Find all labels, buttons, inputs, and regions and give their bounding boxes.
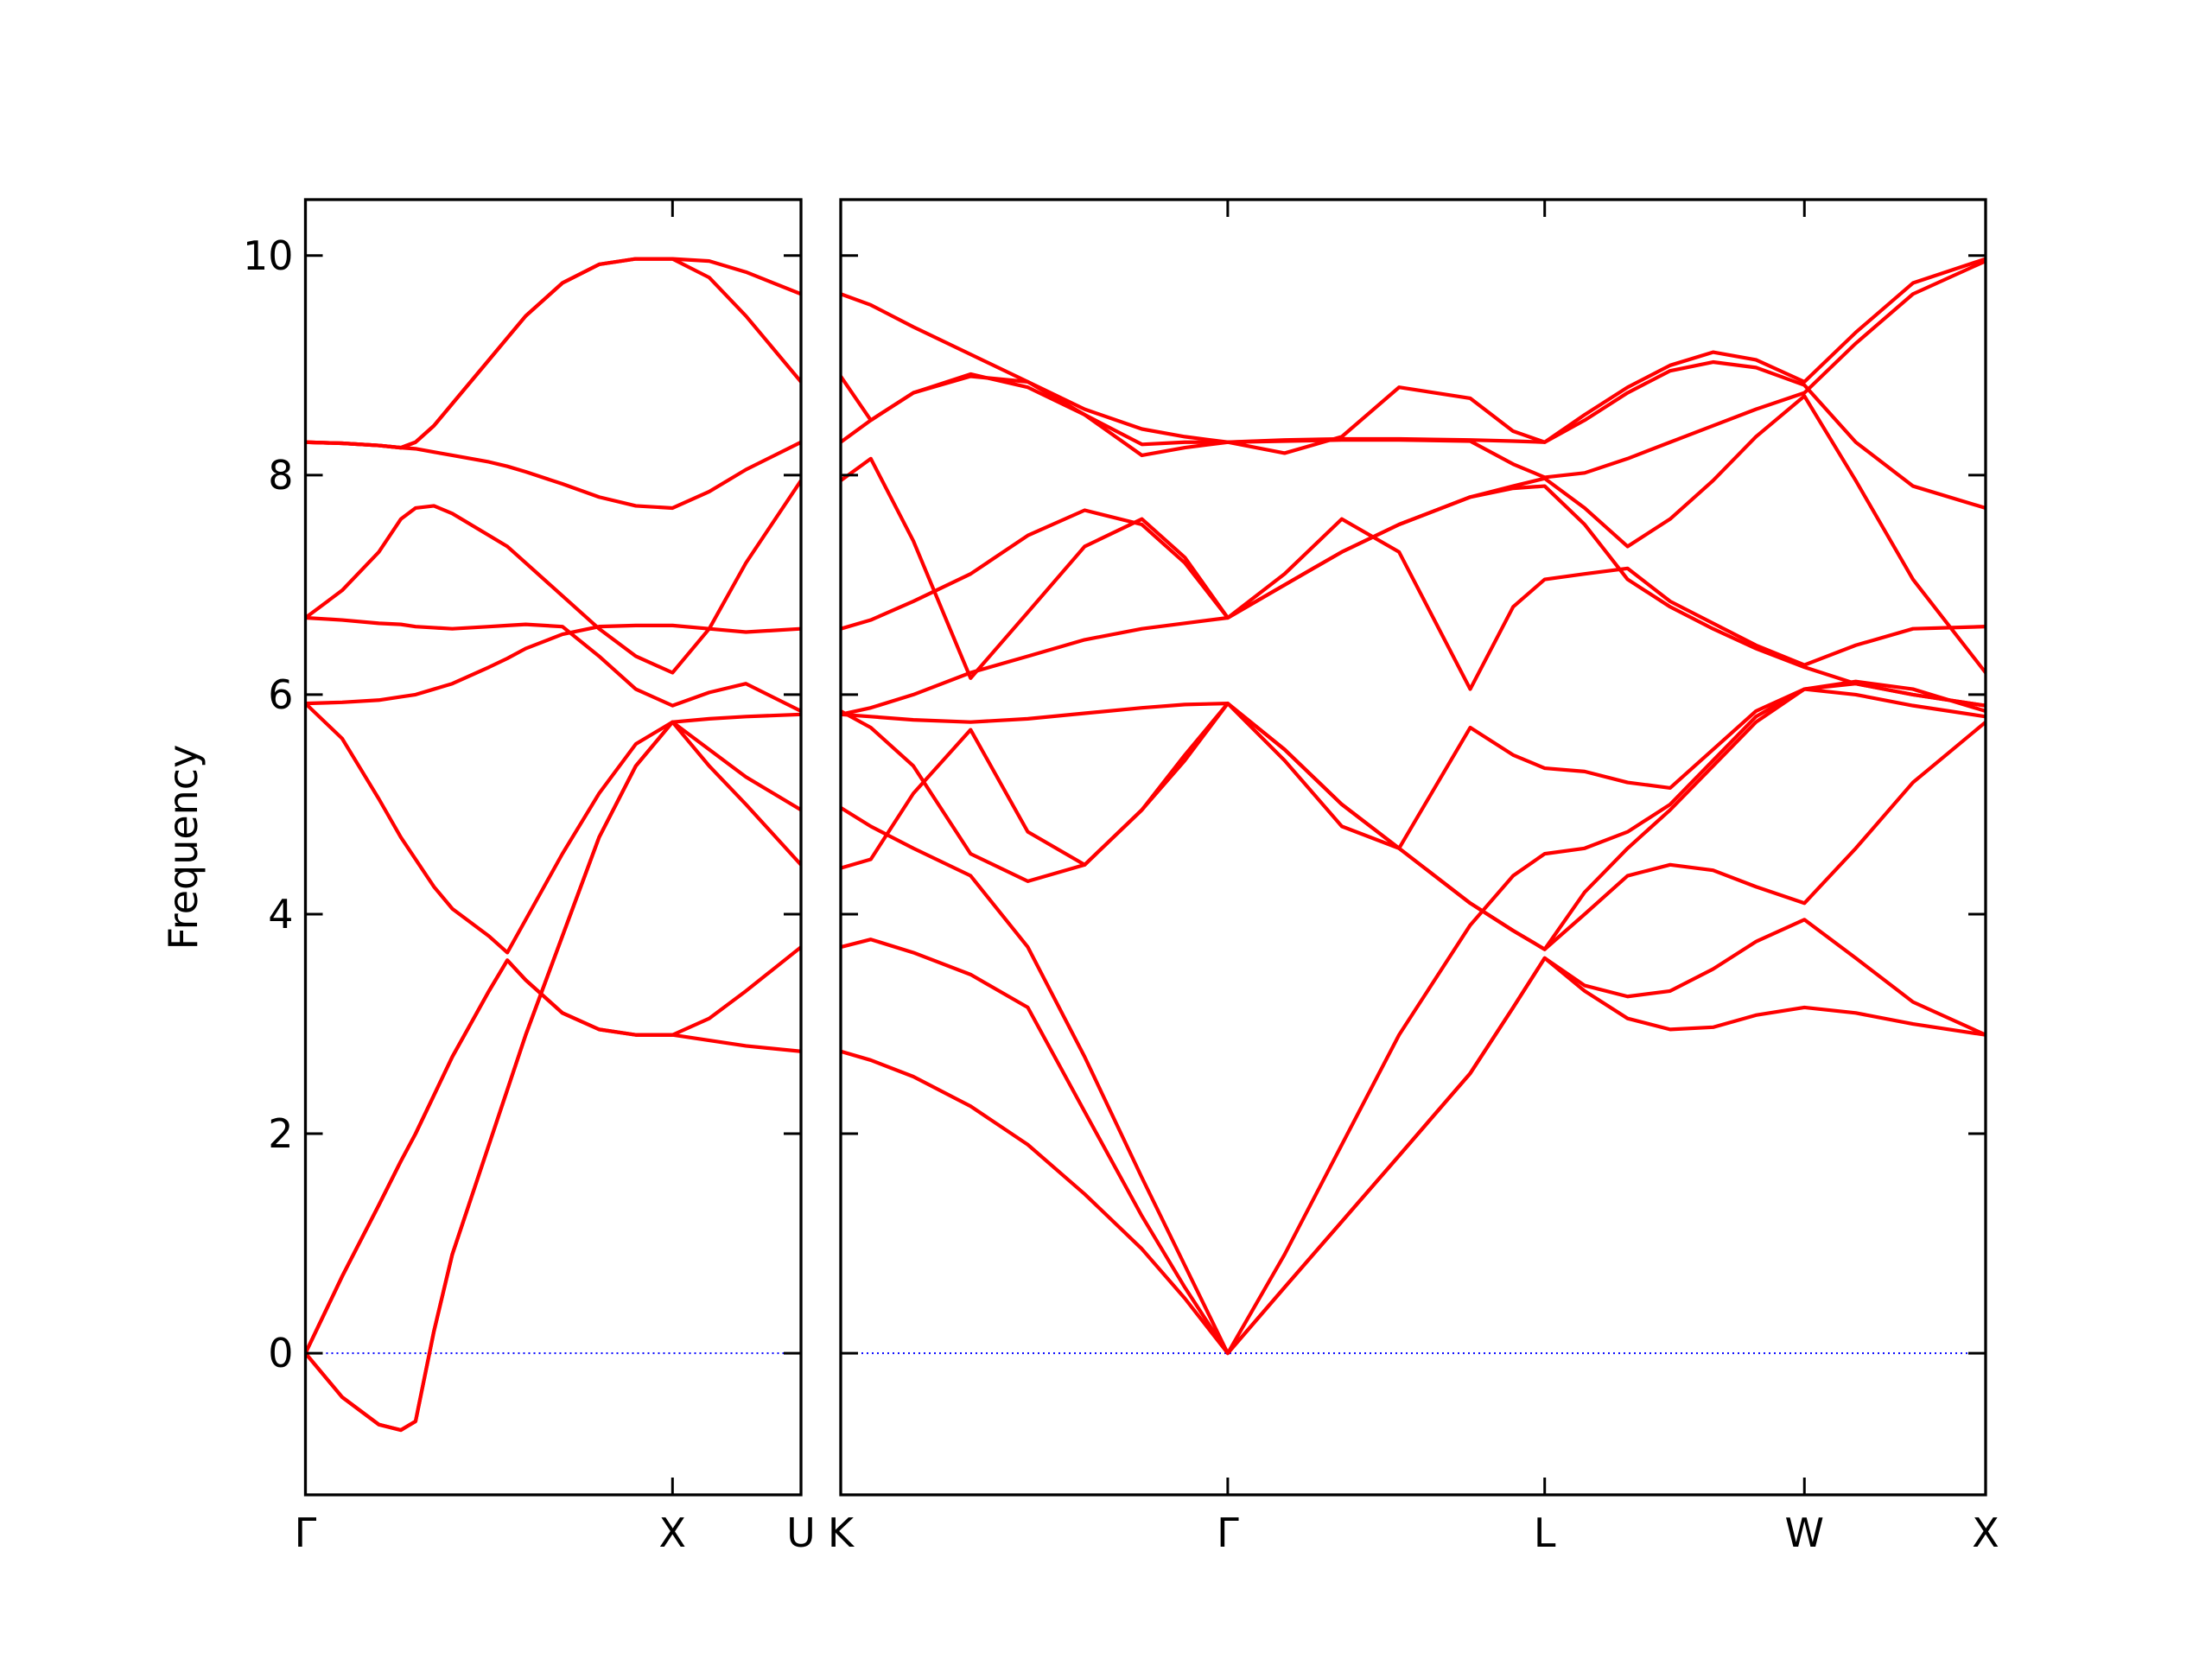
- band-line: [841, 257, 1986, 458]
- x-tick-label: K: [828, 1510, 855, 1556]
- x-tick-label: X: [1972, 1510, 1999, 1556]
- band-line: [305, 623, 801, 706]
- panel: 0 2 4 6 8 10 Γ X U Frequency: [160, 198, 816, 1556]
- y-tick-label: 2: [268, 1110, 293, 1157]
- band-line: [305, 480, 801, 675]
- band-line: [305, 440, 801, 511]
- band-line: [305, 958, 801, 1355]
- band-line: [305, 720, 801, 1433]
- x-tick-label: U: [786, 1510, 816, 1556]
- band-line: [305, 712, 801, 1433]
- band-line: [841, 679, 1986, 883]
- y-tick-label: 6: [268, 671, 293, 718]
- x-tick-label: X: [659, 1510, 687, 1556]
- x-tick-label: Γ: [295, 1510, 317, 1556]
- band-line: [305, 257, 801, 450]
- band-line: [841, 508, 1986, 691]
- plot-frame: [303, 198, 803, 1497]
- x-tick-label: L: [1534, 1510, 1556, 1556]
- band-line: [841, 805, 1986, 1356]
- band-line: [841, 687, 1986, 951]
- x-tick-label: W: [1785, 1510, 1824, 1556]
- y-tick-label: 10: [243, 232, 294, 279]
- band-line: [841, 956, 1986, 1356]
- band-line: [841, 259, 1986, 480]
- band-line: [305, 257, 801, 450]
- x-tick-label: Γ: [1217, 1510, 1239, 1556]
- band-line: [841, 394, 1986, 716]
- band-line: [305, 615, 801, 713]
- plot-frame: [839, 198, 1987, 1497]
- y-tick-label: 4: [268, 891, 293, 938]
- y-tick-label: 8: [268, 452, 293, 499]
- y-axis-label: Frequency: [160, 745, 207, 950]
- band-line: [305, 702, 801, 955]
- y-tick-label: 0: [268, 1330, 293, 1376]
- band-line: [305, 945, 801, 1355]
- band-line: [841, 682, 1986, 1356]
